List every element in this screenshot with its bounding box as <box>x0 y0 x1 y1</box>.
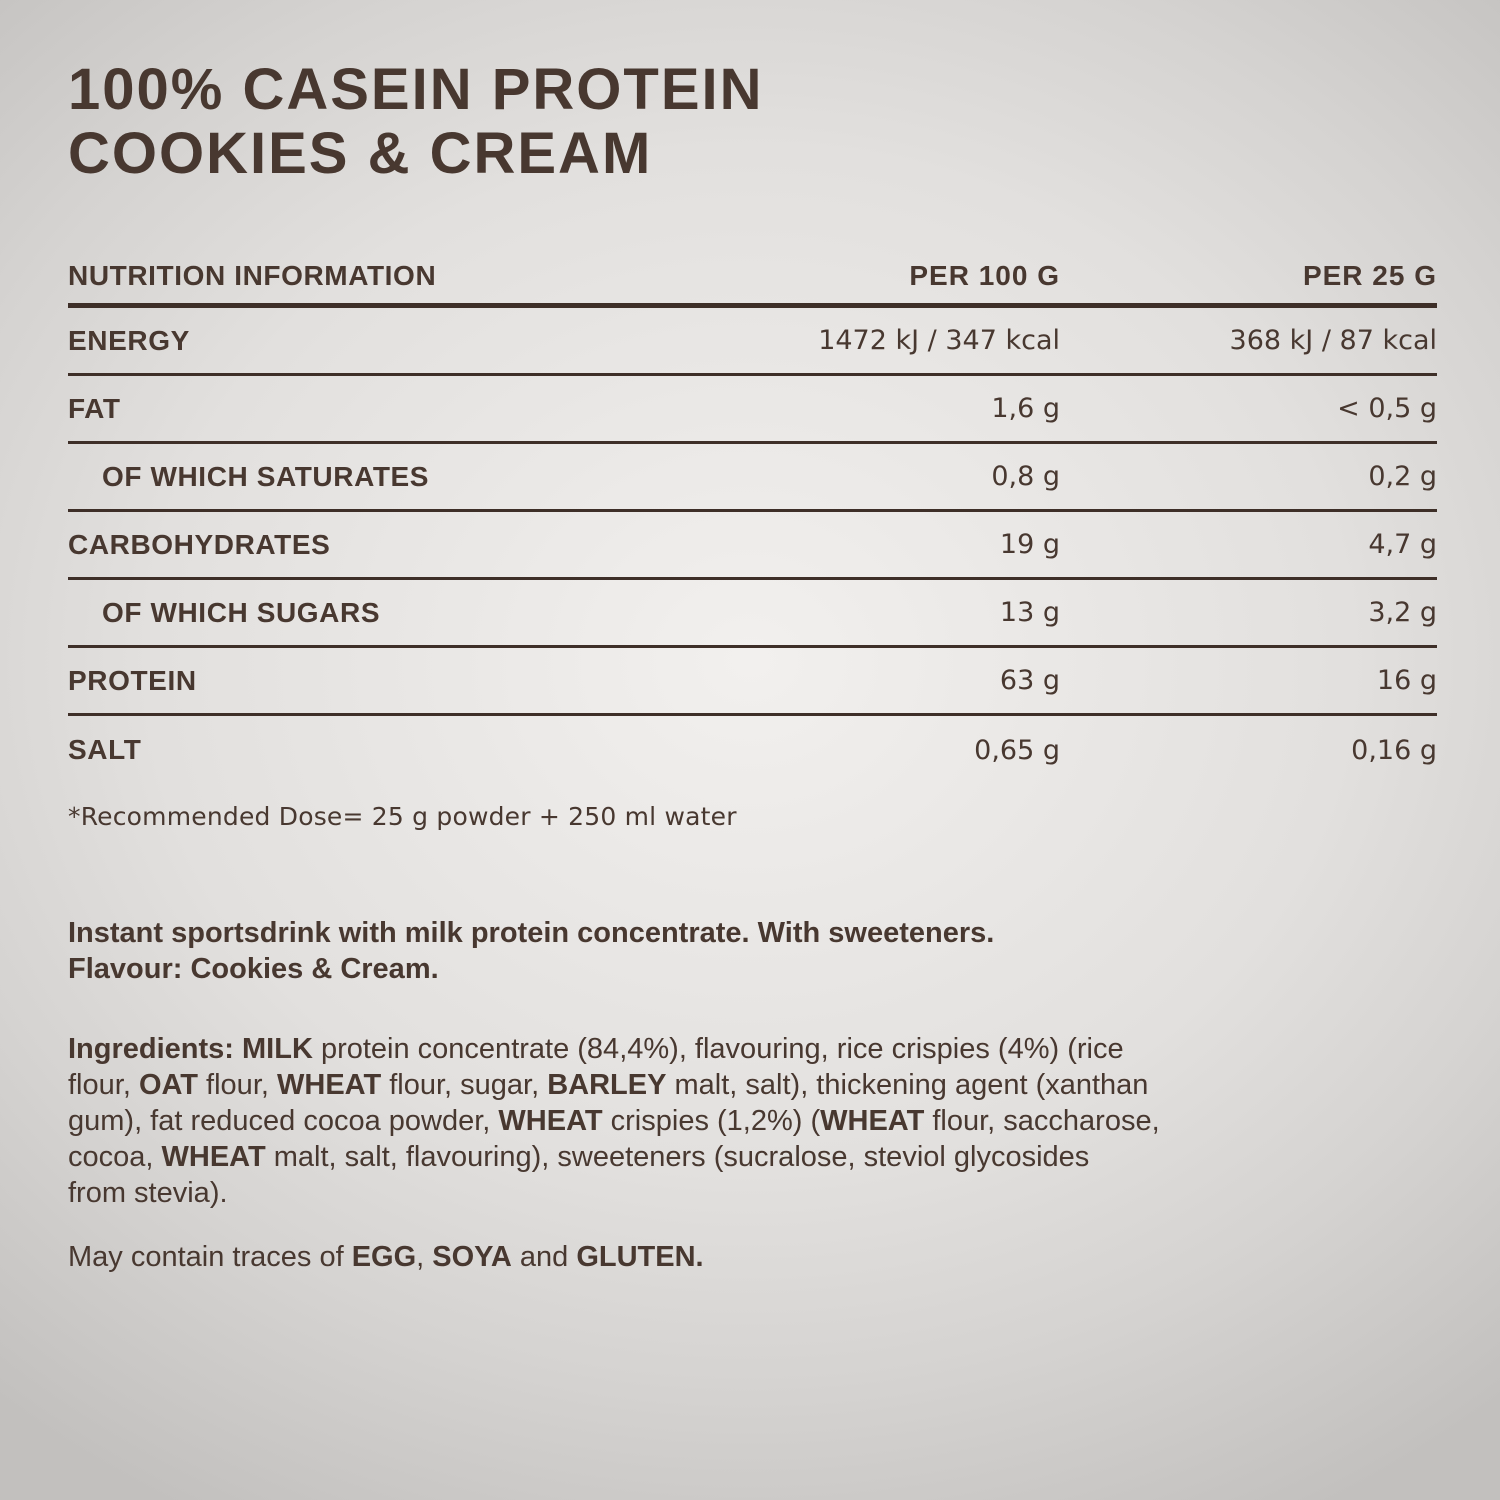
text-line: gum), fat reduced cocoa powder, WHEAT cr… <box>68 1103 1437 1139</box>
bold-text-segment: WHEAT <box>161 1141 266 1173</box>
label-sheet: 100% CASEIN PROTEIN COOKIES & CREAM NUTR… <box>68 58 1437 1275</box>
bold-text-segment: WHEAT <box>277 1069 382 1101</box>
row-label: CARBOHYDRATES <box>68 528 331 560</box>
bold-text-segment: Instant sportsdrink with milk protein co… <box>68 917 995 949</box>
row-label: OF WHICH SUGARS <box>102 596 381 628</box>
row-value-per-100g: 63 g <box>999 665 1060 696</box>
ingredients-paragraph: Ingredients: MILK protein concentrate (8… <box>68 1031 1437 1211</box>
text-segment: protein concentrate (84,4%), flavouring,… <box>312 1033 1124 1065</box>
row-label: FAT <box>68 392 121 424</box>
row-value-per-25g: 3,2 g <box>1368 597 1437 628</box>
text-segment: flour, <box>198 1069 277 1101</box>
bold-text-segment: MILK <box>242 1033 313 1065</box>
table-body: ENERGY 1472 kJ / 347 kcal 368 kJ / 87 kcal… <box>68 308 1437 784</box>
text-line: Instant sportsdrink with milk protein co… <box>68 915 1437 951</box>
row-label: ENERGY <box>68 324 190 356</box>
text-segment: flour, sugar, <box>381 1069 548 1101</box>
row-value-per-25g: 16 g <box>1376 665 1437 696</box>
row-value-per-100g: 19 g <box>999 529 1060 560</box>
text-line: May contain traces of EGG, SOYA and GLUT… <box>68 1239 1437 1275</box>
product-description: Instant sportsdrink with milk protein co… <box>68 915 1437 987</box>
text-segment: crispies (1,2%) ( <box>602 1105 821 1137</box>
bold-text-segment: GLUTEN. <box>576 1241 704 1273</box>
row-value-per-100g: 13 g <box>999 597 1060 628</box>
table-row-of-which-saturates: OF WHICH SATURATES 0,8 g 0,2 g <box>68 444 1437 512</box>
text-line: cocoa, WHEAT malt, salt, flavouring), sw… <box>68 1139 1437 1175</box>
bold-text-segment: OAT <box>138 1069 198 1101</box>
text-segment: May contain traces of <box>68 1241 352 1273</box>
bold-text-segment: SOYA <box>432 1241 512 1273</box>
text-segment: , <box>416 1241 433 1273</box>
row-value-per-100g: 1,6 g <box>991 393 1060 424</box>
bold-text-segment: EGG <box>351 1241 417 1273</box>
row-value-per-25g: < 0,5 g <box>1337 393 1437 424</box>
product-title: 100% CASEIN PROTEIN COOKIES & CREAM <box>68 58 1437 186</box>
text-segment: flour, <box>68 1069 139 1101</box>
text-segment: flour, saccharose, <box>924 1105 1160 1137</box>
row-value-per-100g: 0,65 g <box>974 734 1060 766</box>
text-segment: gum), fat reduced cocoa powder, <box>68 1105 499 1137</box>
bold-text-segment: WHEAT <box>498 1105 603 1137</box>
row-value-per-25g: 0,2 g <box>1368 461 1437 492</box>
text-line: from stevia). <box>68 1175 1437 1211</box>
dose-footnote: *Recommended Dose= 25 g powder + 250 ml … <box>68 802 737 831</box>
row-value-per-100g: 0,8 g <box>991 461 1060 492</box>
table-row-fat: FAT 1,6 g < 0,5 g <box>68 376 1437 444</box>
table-header-per-100g: PER 100 G <box>909 259 1060 291</box>
product-title-line1: 100% CASEIN PROTEIN <box>68 57 764 122</box>
row-label: OF WHICH SATURATES <box>102 460 430 492</box>
table-row-protein: PROTEIN 63 g 16 g <box>68 648 1437 716</box>
text-segment: from stevia). <box>68 1177 228 1209</box>
bold-text-segment: WHEAT <box>820 1105 925 1137</box>
nutrition-table: NUTRITION INFORMATION PER 100 G PER 25 G… <box>68 248 1437 784</box>
bold-text-segment: Ingredients: <box>68 1033 243 1065</box>
text-line: flour, OAT flour, WHEAT flour, sugar, BA… <box>68 1067 1437 1103</box>
text-segment: and <box>511 1241 577 1273</box>
table-row-of-which-sugars: OF WHICH SUGARS 13 g 3,2 g <box>68 580 1437 648</box>
table-row-salt: SALT 0,65 g 0,16 g <box>68 716 1437 784</box>
bold-text-segment: Flavour: Cookies & Cream. <box>68 953 439 985</box>
row-value-per-25g: 0,16 g <box>1351 734 1437 766</box>
row-value-per-25g: 4,7 g <box>1368 529 1437 560</box>
allergen-traces-note: May contain traces of EGG, SOYA and GLUT… <box>68 1239 1437 1275</box>
row-value-per-100g: 1472 kJ / 347 kcal <box>818 325 1060 356</box>
table-row-carbohydrates: CARBOHYDRATES 19 g 4,7 g <box>68 512 1437 580</box>
text-segment: cocoa, <box>68 1141 162 1173</box>
text-line: Ingredients: MILK protein concentrate (8… <box>68 1031 1437 1067</box>
text-segment: malt, salt), thickening agent (xanthan <box>666 1069 1149 1101</box>
bold-text-segment: BARLEY <box>547 1069 667 1101</box>
product-title-line2: COOKIES & CREAM <box>68 121 653 186</box>
table-row-energy: ENERGY 1472 kJ / 347 kcal 368 kJ / 87 kcal <box>68 308 1437 376</box>
text-line: Flavour: Cookies & Cream. <box>68 951 1437 987</box>
text-segment: malt, salt, flavouring), sweeteners (suc… <box>265 1141 1090 1173</box>
row-label: SALT <box>68 734 142 765</box>
table-header-per-25g: PER 25 G <box>1302 259 1437 291</box>
row-value-per-25g: 368 kJ / 87 kcal <box>1229 325 1437 356</box>
row-label: PROTEIN <box>68 664 197 696</box>
table-header-row: NUTRITION INFORMATION PER 100 G PER 25 G <box>68 248 1437 308</box>
table-header-nutrition-information: NUTRITION INFORMATION <box>68 259 437 291</box>
